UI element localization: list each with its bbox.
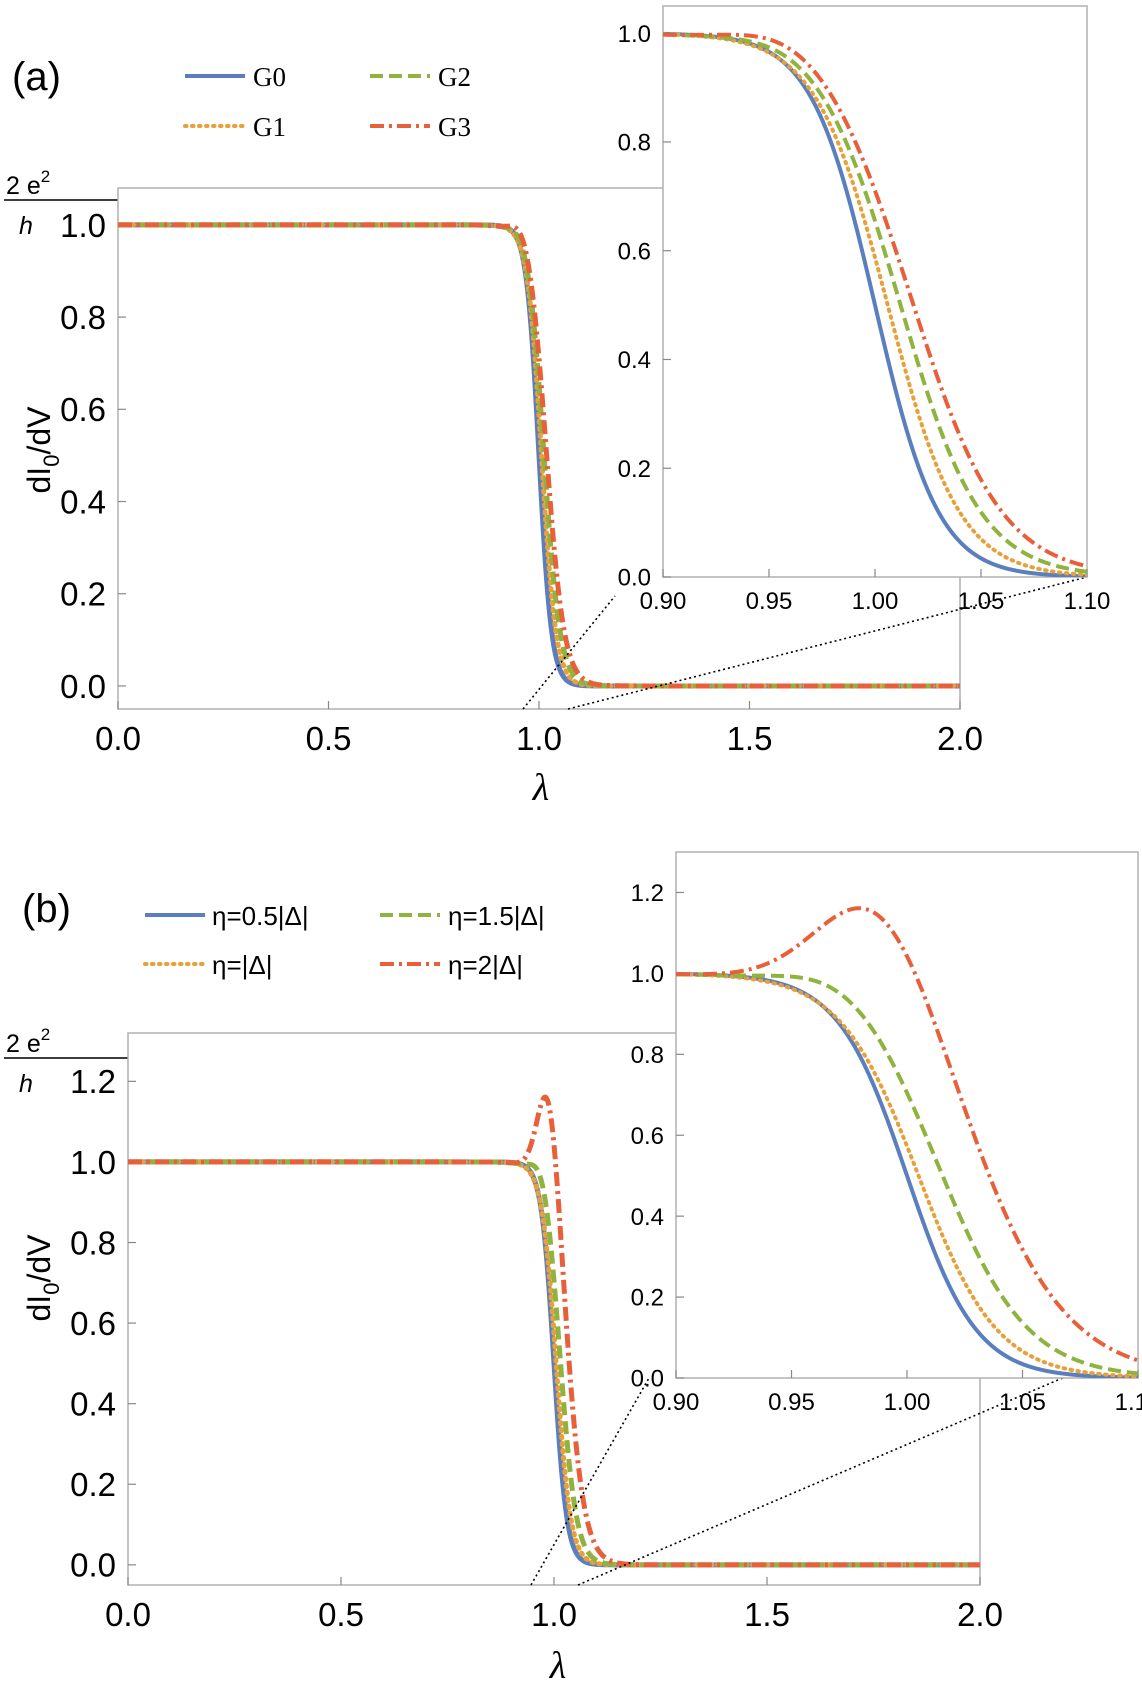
y-tick-label: 0.8 xyxy=(618,130,651,157)
unit-numerator: 2 e2 xyxy=(6,1025,50,1058)
y-tick-label: 0.0 xyxy=(70,1547,116,1584)
y-tick-label: 0.6 xyxy=(60,391,106,428)
y-axis-label: dI0/dV xyxy=(21,1234,64,1322)
y-tick-label: 0.0 xyxy=(60,668,106,705)
y-tick-label: 1.0 xyxy=(631,961,664,988)
x-tick-label: 1.0 xyxy=(531,1596,577,1633)
x-tick-label: 0.0 xyxy=(95,720,141,757)
x-tick-label: 0.95 xyxy=(746,588,793,615)
zoom-guide-right xyxy=(567,576,1088,710)
x-tick-label: 0.90 xyxy=(640,588,687,615)
inset-frame xyxy=(662,5,1088,578)
zoom-guide-left xyxy=(522,595,616,710)
legend-label: G1 xyxy=(253,112,286,142)
legend-label: η=1.5|Δ| xyxy=(448,901,545,931)
y-tick-label: 0.4 xyxy=(70,1386,116,1423)
series-line-G3 xyxy=(118,222,960,689)
unit-denominator: h xyxy=(19,212,33,240)
panel-label: (a) xyxy=(12,55,61,99)
y-tick-label: 1.2 xyxy=(631,880,664,907)
series-line-G2 xyxy=(663,32,1087,574)
x-tick-label: 0.5 xyxy=(318,1596,364,1633)
zoom-guide-right xyxy=(577,1367,1087,1586)
y-tick-label: 0.0 xyxy=(631,1366,664,1393)
x-tick-label: 2.0 xyxy=(957,1596,1003,1633)
unit-denominator: h xyxy=(19,1070,33,1098)
unit-numerator: 2 e2 xyxy=(6,167,50,200)
legend-b: η=0.5|Δ| η=|Δ| η=1.5|Δ| η=2|Δ| xyxy=(143,901,545,980)
x-tick-label: 1.10 xyxy=(1064,588,1111,615)
legend-label: η=|Δ| xyxy=(212,950,273,980)
y-axis-label: dI0/dV xyxy=(21,406,64,494)
y-tick-label: 0.0 xyxy=(618,565,651,592)
legend-label: G3 xyxy=(438,112,471,142)
legend-entry-eta-2: η=2|Δ| xyxy=(380,950,523,980)
x-tick-label: 1.00 xyxy=(852,588,899,615)
legend-entry-g1: G1 xyxy=(183,112,286,142)
y-tick-label: 0.6 xyxy=(618,238,651,265)
x-tick-label: 0.90 xyxy=(653,1389,700,1416)
inset-frame xyxy=(675,851,1139,1379)
series-line-η=2|Δ| xyxy=(128,1094,980,1568)
x-tick-label: 1.5 xyxy=(727,720,773,757)
x-axis-label: λ xyxy=(532,767,549,809)
y-tick-label: 0.2 xyxy=(70,1466,116,1503)
legend-label: η=0.5|Δ| xyxy=(212,901,309,931)
y-tick-label: 1.0 xyxy=(60,207,106,244)
x-axis-label: λ xyxy=(549,1645,566,1687)
inset-plot-b: 0.90 0.95 1.00 1.05 1.10 0.0 0.2 0.4 0.6 0.8 1.0 1.… xyxy=(631,851,1142,1416)
legend-entry-g3: G3 xyxy=(370,112,471,142)
x-tick-label: 1.00 xyxy=(884,1389,931,1416)
series-line-η=|Δ| xyxy=(676,972,1138,1378)
legend-label: G2 xyxy=(438,62,471,92)
panel-label: (b) xyxy=(22,887,71,931)
x-tick-label: 1.05 xyxy=(958,588,1005,615)
legend-a: G0 G1 G2 G3 xyxy=(183,62,471,142)
y-tick-label: 0.4 xyxy=(618,347,651,374)
x-tick-label: 1.05 xyxy=(999,1389,1046,1416)
x-tick-label: 1.5 xyxy=(744,1596,790,1633)
panel-a: (a) 2 e2 h dI0/dV λ 0.0 0.5 1.0 1.5 2.00.00.… xyxy=(4,5,1111,809)
legend-entry-eta-1: η=|Δ| xyxy=(143,950,273,980)
x-tick-label: 0.5 xyxy=(306,720,352,757)
y-tick-label: 0.8 xyxy=(60,299,106,336)
series-line-η=1.5|Δ| xyxy=(676,972,1138,1376)
y-tick-label: 0.2 xyxy=(631,1285,664,1312)
y-tick-label: 1.2 xyxy=(70,1063,116,1100)
legend-label: η=2|Δ| xyxy=(448,950,523,980)
x-tick-label: 2.0 xyxy=(937,720,983,757)
series-group xyxy=(676,906,1138,1378)
y-tick-label: 1.0 xyxy=(618,21,651,48)
x-tick-label: 0.95 xyxy=(768,1389,815,1416)
series-line-G3 xyxy=(663,32,1087,569)
legend-entry-g0: G0 xyxy=(185,62,286,92)
legend-entry-eta-1-5: η=1.5|Δ| xyxy=(380,901,545,931)
series-group xyxy=(663,31,1087,577)
y-tick-label: 0.6 xyxy=(631,1123,664,1150)
inset-plot-a: 0.90 0.95 1.00 1.05 1.10 0.0 0.2 0.4 0.6 0.8 1.0 xyxy=(618,5,1111,615)
series-line-η=2|Δ| xyxy=(676,906,1138,1363)
y-tick-label: 0.4 xyxy=(631,1204,664,1231)
legend-entry-g2: G2 xyxy=(370,62,471,92)
y-tick-label: 0.2 xyxy=(60,576,106,613)
series-group xyxy=(118,222,960,689)
y-tick-label: 1.0 xyxy=(70,1144,116,1181)
series-line-G1 xyxy=(663,32,1087,577)
y-tick-label: 0.6 xyxy=(70,1305,116,1342)
legend-label: G0 xyxy=(253,62,286,92)
y-tick-label: 0.2 xyxy=(618,456,651,483)
x-tick-label: 0.0 xyxy=(105,1596,151,1633)
legend-entry-eta-0-5: η=0.5|Δ| xyxy=(145,901,309,931)
x-tick-label: 1.0 xyxy=(516,720,562,757)
y-tick-label: 0.4 xyxy=(60,483,106,520)
x-tick-label: 1.10 xyxy=(1115,1389,1142,1416)
y-tick-label: 0.8 xyxy=(631,1042,664,1069)
panel-b: (b) 2 e2 h dI0/dV λ 0.0 0.5 1.0 1.5 2.00.00.… xyxy=(4,851,1142,1687)
series-group xyxy=(128,1094,980,1568)
y-tick-label: 0.8 xyxy=(70,1224,116,1261)
